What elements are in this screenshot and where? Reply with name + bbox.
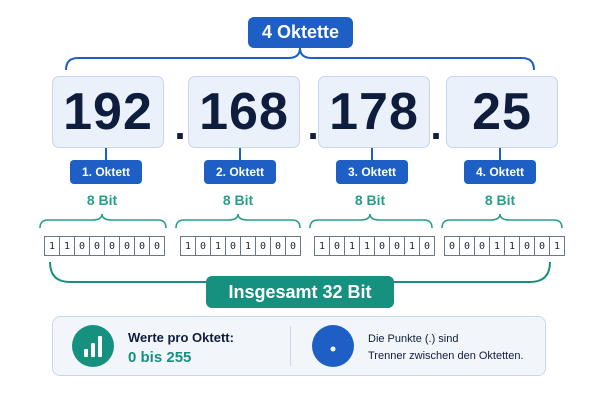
bit-cell: 1 <box>45 237 60 255</box>
total-octets-badge: 4 Oktette <box>248 17 353 48</box>
bar-chart-icon <box>72 325 114 367</box>
bit-cell: 1 <box>490 237 505 255</box>
bit-cell: 0 <box>423 240 431 252</box>
octet-2-bit-count: 8 Bit <box>222 192 254 208</box>
octet-1-label: 1. Oktett <box>70 160 142 184</box>
octet-2-value: 168 <box>188 76 300 148</box>
bit-cell: 0 <box>75 237 90 255</box>
bit-cell: 0 <box>520 237 535 255</box>
bit-cell: 0 <box>271 237 286 255</box>
octet-4-bit-count: 8 Bit <box>484 192 516 208</box>
bit-cell: 1 <box>60 237 75 255</box>
bit-cell: 0 <box>105 237 120 255</box>
bit-cell: 0 <box>226 237 241 255</box>
bit-cell: 1 <box>241 237 256 255</box>
bit-cell: 0 <box>289 240 297 252</box>
bit-cell: 0 <box>460 237 475 255</box>
separator-note: Die Punkte (.) sind Trenner zwischen den… <box>368 331 540 365</box>
bit-cell: 0 <box>256 237 271 255</box>
bit-cell: 1 <box>345 237 360 255</box>
total-bits-badge: Insgesamt 32 Bit <box>206 276 394 308</box>
separator-note-line-1: Die Punkte (.) sind <box>368 333 459 345</box>
range-title: Werte pro Oktett: <box>128 330 234 345</box>
bit-cell: 0 <box>90 237 105 255</box>
octet-3-bit-count: 8 Bit <box>354 192 386 208</box>
bit-cell: 0 <box>153 240 161 252</box>
bit-cell: 1 <box>315 237 330 255</box>
info-panel <box>52 316 546 376</box>
bit-cell: 0 <box>135 237 150 255</box>
info-divider <box>290 326 291 366</box>
bit-cell: 1 <box>360 237 375 255</box>
octet-4-label: 4. Oktett <box>464 160 536 184</box>
bit-cell: 0 <box>475 237 490 255</box>
range-value: 0 bis 255 <box>128 349 192 366</box>
bit-cell: 1 <box>181 237 196 255</box>
octet-4-value: 25 <box>446 76 558 148</box>
octet-3-value: 178 <box>318 76 430 148</box>
bit-cell: 1 <box>553 240 561 252</box>
bit-cell: 0 <box>535 237 550 255</box>
bit-cell: 0 <box>330 237 345 255</box>
separator-dot-2: . <box>307 104 319 148</box>
bit-cell: 0 <box>375 237 390 255</box>
bit-cell: 0 <box>120 237 135 255</box>
separator-note-line-2: Trenner zwischen den Oktetten. <box>368 350 524 362</box>
separator-dot-3: . <box>430 104 442 148</box>
octet-1-value: 192 <box>52 76 164 148</box>
bit-cell: 1 <box>505 237 520 255</box>
separator-dot-1: . <box>174 104 186 148</box>
octet-3-label: 3. Oktett <box>336 160 408 184</box>
bit-cell: 0 <box>196 237 211 255</box>
bit-cell: 0 <box>445 237 460 255</box>
bit-cell: 1 <box>211 237 226 255</box>
bit-cell: 0 <box>390 237 405 255</box>
octet-2-label: 2. Oktett <box>204 160 276 184</box>
octet-1-bit-count: 8 Bit <box>86 192 118 208</box>
bit-cell: 1 <box>405 237 420 255</box>
dot-icon <box>312 325 354 367</box>
